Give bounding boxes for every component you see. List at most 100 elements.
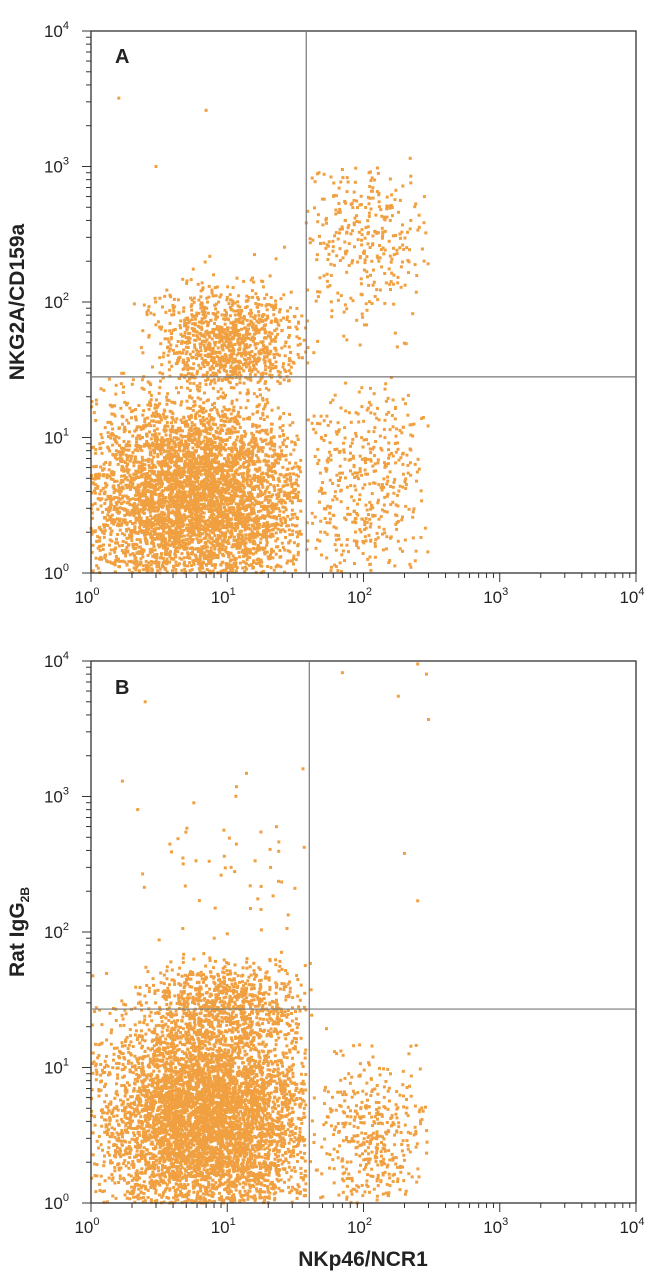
data-point bbox=[217, 513, 221, 517]
data-point bbox=[233, 343, 237, 346]
data-point bbox=[109, 500, 113, 504]
data-point bbox=[167, 511, 171, 515]
data-point bbox=[211, 403, 214, 407]
data-point bbox=[127, 421, 131, 425]
data-point bbox=[151, 498, 155, 502]
data-point bbox=[117, 483, 121, 487]
data-point bbox=[244, 306, 248, 310]
data-point bbox=[199, 406, 203, 410]
data-point bbox=[232, 491, 236, 495]
data-point bbox=[290, 440, 294, 444]
data-point bbox=[168, 527, 172, 530]
data-point bbox=[259, 327, 263, 331]
data-point bbox=[178, 556, 182, 560]
data-point bbox=[96, 507, 100, 511]
data-point bbox=[230, 399, 234, 403]
data-point bbox=[212, 527, 216, 531]
data-point bbox=[154, 492, 158, 496]
data-point bbox=[190, 462, 193, 466]
data-point bbox=[150, 525, 153, 529]
data-point bbox=[137, 545, 141, 549]
data-point bbox=[147, 457, 151, 461]
data-point bbox=[291, 516, 295, 520]
data-point bbox=[129, 481, 133, 485]
data-point bbox=[235, 485, 239, 489]
data-point bbox=[174, 553, 178, 557]
data-point bbox=[175, 351, 179, 355]
data-point bbox=[161, 459, 165, 463]
data-point bbox=[299, 470, 303, 474]
data-point bbox=[177, 468, 181, 472]
data-point bbox=[108, 461, 112, 465]
data-point bbox=[206, 440, 210, 444]
data-point bbox=[133, 561, 137, 565]
data-point bbox=[175, 431, 179, 435]
data-point bbox=[174, 542, 178, 546]
data-point bbox=[197, 540, 200, 544]
data-point bbox=[214, 471, 218, 475]
data-point bbox=[219, 436, 223, 440]
data-point bbox=[186, 423, 190, 427]
data-point bbox=[243, 429, 247, 433]
data-point bbox=[287, 491, 291, 495]
data-point bbox=[145, 570, 149, 574]
data-point bbox=[173, 536, 176, 540]
data-point bbox=[94, 487, 98, 490]
data-point bbox=[276, 537, 280, 541]
data-point bbox=[227, 447, 231, 450]
data-point bbox=[221, 494, 225, 498]
data-point bbox=[199, 524, 203, 528]
data-point bbox=[177, 514, 181, 518]
data-point bbox=[186, 553, 190, 557]
data-point bbox=[166, 505, 170, 509]
data-point bbox=[123, 461, 127, 464]
data-point bbox=[152, 561, 156, 565]
data-point bbox=[182, 348, 186, 352]
data-point bbox=[171, 496, 174, 499]
data-point bbox=[123, 425, 127, 429]
data-point bbox=[124, 469, 128, 473]
data-point bbox=[103, 426, 107, 430]
data-point bbox=[182, 360, 185, 364]
data-point bbox=[210, 288, 214, 292]
data-point bbox=[163, 464, 167, 468]
data-point bbox=[189, 429, 193, 433]
data-point bbox=[199, 409, 203, 413]
data-point bbox=[259, 416, 263, 420]
data-point bbox=[277, 507, 281, 510]
data-point bbox=[213, 508, 217, 512]
data-point bbox=[223, 535, 227, 539]
data-point bbox=[153, 448, 156, 452]
data-point bbox=[277, 564, 281, 568]
data-point bbox=[185, 462, 188, 466]
data-point bbox=[252, 433, 255, 437]
data-point bbox=[225, 481, 228, 485]
data-point bbox=[129, 457, 133, 461]
data-point bbox=[218, 481, 222, 484]
data-point bbox=[252, 487, 256, 491]
data-point bbox=[161, 501, 164, 505]
data-point bbox=[184, 516, 188, 520]
data-point bbox=[245, 513, 249, 517]
data-point bbox=[121, 450, 125, 454]
data-point bbox=[182, 453, 186, 457]
data-point bbox=[135, 565, 139, 569]
data-point bbox=[295, 530, 299, 534]
data-point bbox=[251, 463, 255, 466]
data-point bbox=[272, 527, 275, 531]
data-point bbox=[90, 491, 94, 495]
data-point bbox=[271, 493, 275, 497]
data-point bbox=[171, 424, 175, 428]
data-point bbox=[112, 491, 116, 495]
data-point bbox=[139, 540, 143, 544]
data-point bbox=[217, 340, 221, 344]
data-point bbox=[196, 350, 200, 354]
data-point bbox=[107, 447, 111, 451]
data-point bbox=[295, 515, 299, 519]
data-point bbox=[225, 566, 229, 570]
data-point bbox=[244, 449, 248, 453]
data-point bbox=[139, 444, 143, 448]
data-point bbox=[118, 506, 122, 510]
data-point bbox=[275, 521, 279, 525]
data-point bbox=[266, 353, 270, 357]
